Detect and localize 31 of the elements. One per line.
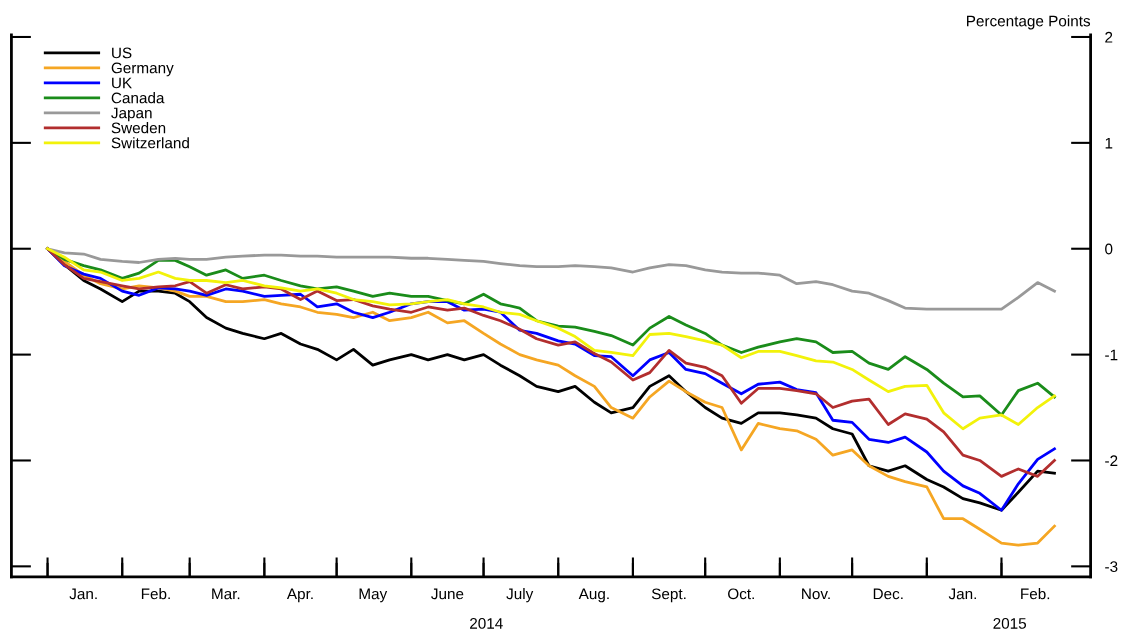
legend-label: Canada	[111, 92, 165, 104]
x-tick-label: May	[359, 588, 388, 603]
y-axis-title: Percentage Points	[967, 15, 1091, 30]
x-tick-label: Mar.	[212, 588, 240, 600]
text: 2015	[993, 618, 1027, 629]
x-tick-label: June	[431, 588, 464, 600]
x-tick-label: Nov.	[802, 588, 830, 600]
legend-label: Sweden	[111, 122, 166, 134]
x-tick-label: Jan.	[69, 588, 97, 600]
text: 2014	[470, 618, 503, 629]
y-tick-label: -2	[1105, 455, 1118, 467]
x-tick-label: Oct.	[728, 588, 754, 600]
y-tick-label: 2	[1105, 31, 1113, 43]
x-tick-label: Aug.	[578, 588, 609, 603]
x-tick-label: Dec.	[873, 588, 903, 600]
x-tick-label: Sept.	[651, 588, 686, 603]
legend-label: US	[112, 47, 132, 59]
y-tick-label: 0	[1105, 243, 1113, 255]
legend-label: Japan	[111, 107, 152, 122]
y-tick-label: 1	[1105, 137, 1113, 149]
legend-label: Switzerland	[111, 137, 189, 149]
legend-label: UK	[112, 77, 132, 89]
x-tick-label: Feb.	[141, 588, 170, 600]
x-tick-label: Jan.	[948, 588, 976, 600]
y-tick-label: -1	[1105, 349, 1118, 361]
x-tick-label: July	[506, 588, 534, 603]
line-series	[46, 247, 1056, 311]
x-tick-label: Apr.	[286, 588, 313, 603]
y-tick-label: -3	[1105, 561, 1118, 573]
x-tick-label: Feb.	[1021, 588, 1050, 600]
legend-label: Germany	[111, 62, 174, 77]
